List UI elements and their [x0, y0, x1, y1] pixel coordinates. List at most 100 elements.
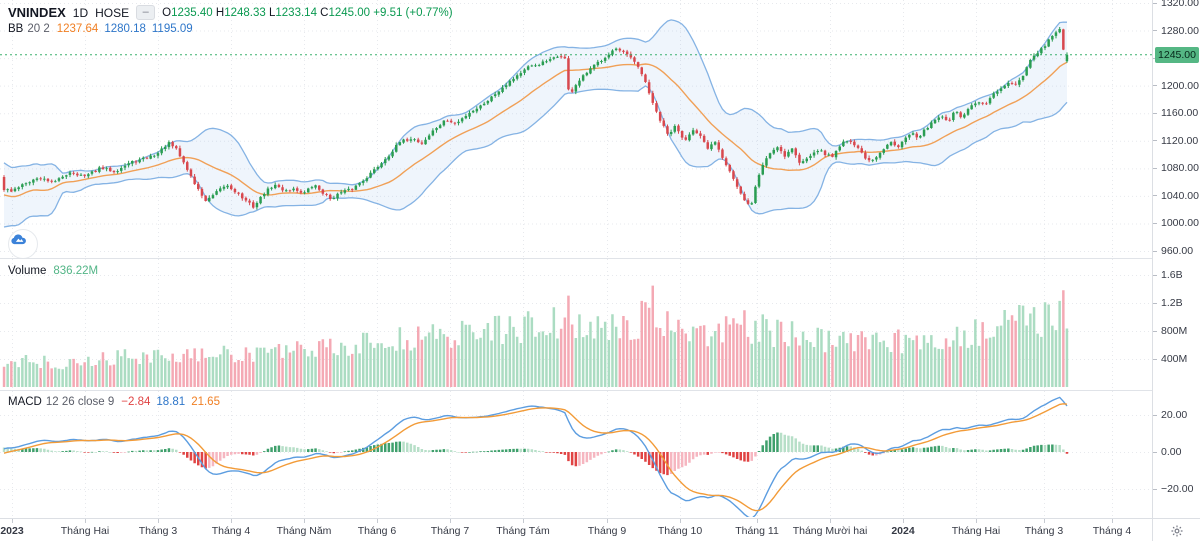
bollinger-legend: BB 20 2 1237.64 1280.18 1195.09: [8, 23, 193, 35]
symbol-name[interactable]: VNINDEX: [8, 5, 66, 20]
macd-name: MACD: [8, 396, 42, 408]
time-axis-label: Tháng Mười hai: [792, 524, 868, 537]
axis-tickmark: [1153, 275, 1157, 276]
time-axis-label: Tháng 7: [430, 524, 470, 537]
bb-basis-value: 1237.64: [56, 23, 99, 35]
time-axis-label: Tháng 6: [357, 524, 397, 537]
macd-pane[interactable]: MACD 12 26 close 9 −2.84 18.81 21.65: [0, 391, 1152, 517]
axis-tick-label: 1320.00: [1161, 0, 1199, 9]
bb-params: 20 2: [27, 23, 50, 35]
time-axis-label: 2024: [891, 524, 915, 537]
macd-histogram-value: −2.84: [121, 396, 151, 408]
volume-legend: Volume 836.22M: [8, 265, 98, 277]
axis-tick-label: 1.2B: [1161, 297, 1183, 309]
time-axis-label: Tháng 10: [657, 524, 703, 537]
bb-upper-value: 1280.18: [104, 23, 146, 35]
time-tickmark: [976, 519, 977, 523]
time-tickmark: [523, 519, 524, 523]
macd-signal-value: 21.65: [191, 396, 220, 408]
time-tickmark: [757, 519, 758, 523]
time-axis-label: Tháng Tám: [496, 524, 550, 537]
change-value: +9.51 (+0.77%): [373, 6, 453, 19]
axis-tickmark: [1153, 452, 1157, 453]
exchange-label: HOSE: [95, 5, 130, 20]
time-axis-label: Tháng 3: [1024, 524, 1064, 537]
time-tickmark: [903, 519, 904, 523]
axis-tick-label: 1160.00: [1161, 107, 1199, 120]
time-tickmark: [680, 519, 681, 523]
time-axis-label: Tháng Hai: [60, 524, 110, 537]
low-value: 1233.14: [275, 6, 317, 19]
macd-legend: MACD 12 26 close 9 −2.84 18.81 21.65: [8, 396, 220, 408]
time-axis-label: Tháng Năm: [276, 524, 332, 537]
interval-label[interactable]: 1D: [72, 5, 89, 20]
collapse-button[interactable]: –: [136, 5, 156, 20]
price-chart-canvas[interactable]: [0, 0, 1152, 258]
axis-tickmark: [1153, 195, 1157, 196]
high-value: 1248.33: [224, 6, 266, 19]
time-axis-label: Tháng 3: [138, 524, 178, 537]
pane-separator-2[interactable]: [0, 390, 1152, 391]
axis-tickmark: [1153, 303, 1157, 304]
price-axis[interactable]: 1320.001280.001240.001200.001160.001120.…: [1152, 0, 1200, 518]
price-pane[interactable]: VNINDEX 1D HOSE – O1235.40 H1248.33 L123…: [0, 0, 1152, 258]
time-tickmark: [158, 519, 159, 523]
axis-tick-label: −20.00: [1161, 483, 1194, 495]
high-label: H: [215, 6, 225, 19]
time-tickmark: [1112, 519, 1113, 523]
axis-tick-label: 960.00: [1161, 245, 1194, 257]
broker-logo: [8, 229, 38, 258]
time-tickmark: [1044, 519, 1045, 523]
volume-chart-canvas[interactable]: [0, 259, 1152, 390]
volume-name: Volume: [8, 265, 47, 277]
time-tickmark: [607, 519, 608, 523]
axis-tick-label: 800M: [1161, 325, 1188, 337]
time-tickmark: [85, 519, 86, 523]
axis-tickmark: [1153, 359, 1157, 360]
close-value: 1245.00: [328, 6, 371, 19]
time-tickmark: [304, 519, 305, 523]
axis-tickmark: [1153, 140, 1157, 141]
axis-tickmark: [1153, 331, 1157, 332]
cloud-mountain-icon: [11, 234, 26, 245]
axis-tick-label: 1200.00: [1161, 79, 1199, 92]
axis-tickmark: [1153, 489, 1157, 490]
pane-separator-1[interactable]: [0, 258, 1152, 259]
symbol-legend: VNINDEX 1D HOSE – O1235.40 H1248.33 L123…: [8, 5, 453, 20]
ohlc-values: O1235.40 H1248.33 L1233.14 C1245.00 +9.5…: [162, 7, 452, 19]
macd-chart-canvas[interactable]: [0, 391, 1152, 517]
bb-name: BB: [8, 23, 24, 35]
axis-tick-label: 1280.00: [1161, 24, 1199, 37]
axis-tickmark: [1153, 251, 1157, 252]
time-axis-label: Tháng Hai: [951, 524, 1001, 537]
axis-tick-label: 1.6B: [1161, 269, 1183, 281]
volume-value: 836.22M: [53, 265, 99, 277]
time-axis-label: Tháng 11: [735, 524, 779, 537]
macd-params: 12 26 close 9: [45, 396, 115, 408]
axis-tickmark: [1153, 168, 1157, 169]
gear-icon[interactable]: [1170, 524, 1184, 538]
time-axis-label: Tháng 4: [211, 524, 251, 537]
axis-tickmark: [1153, 30, 1157, 31]
time-axis-label: Tháng 4: [1092, 524, 1132, 537]
axis-tick-label: 1040.00: [1161, 189, 1199, 202]
macd-line-value: 18.81: [156, 396, 186, 408]
axis-tickmark: [1153, 415, 1157, 416]
axis-tick-label: 1080.00: [1161, 162, 1199, 175]
axis-tickmark: [1153, 85, 1157, 86]
time-tickmark: [231, 519, 232, 523]
axis-corner: [1152, 518, 1200, 541]
low-label: L: [268, 6, 276, 19]
axis-tick-label: 20.00: [1161, 409, 1188, 421]
close-label: C: [320, 6, 329, 19]
axis-tickmark: [1153, 3, 1157, 4]
bb-lower-value: 1195.09: [151, 23, 193, 35]
axis-tick-label: 400M: [1161, 353, 1188, 365]
volume-pane[interactable]: Volume 836.22M: [0, 259, 1152, 390]
axis-tick-label: 1000.00: [1161, 217, 1199, 230]
time-tickmark: [377, 519, 378, 523]
axis-tickmark: [1153, 223, 1157, 224]
time-axis[interactable]: 2023 Tháng Hai Tháng 3 Tháng 4 Tháng Năm Thán…: [0, 518, 1152, 541]
open-label: O: [162, 6, 172, 19]
